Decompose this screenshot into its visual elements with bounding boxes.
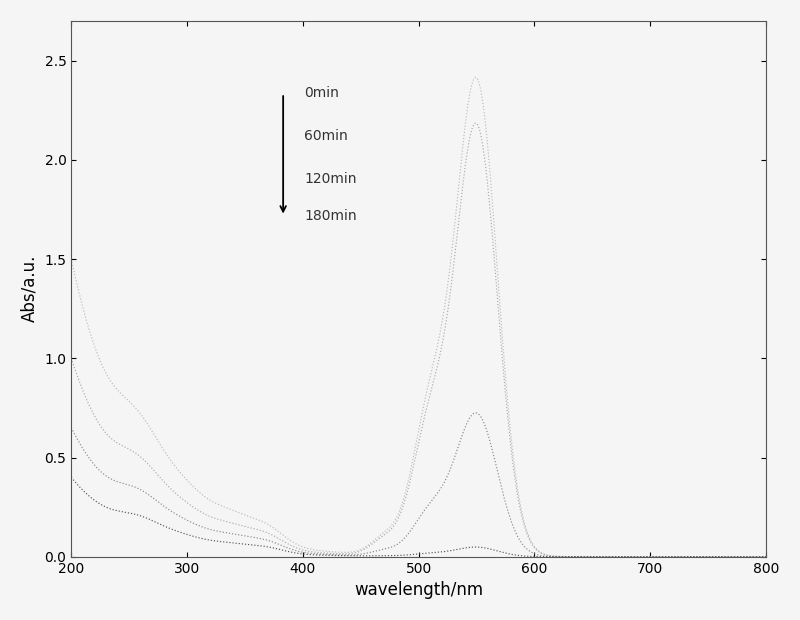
Text: 60min: 60min bbox=[304, 129, 348, 143]
Y-axis label: Abs/a.u.: Abs/a.u. bbox=[21, 255, 39, 322]
Text: 180min: 180min bbox=[304, 210, 357, 223]
Text: 0min: 0min bbox=[304, 86, 339, 100]
X-axis label: wavelength/nm: wavelength/nm bbox=[354, 581, 483, 599]
Text: 120min: 120min bbox=[304, 172, 357, 186]
